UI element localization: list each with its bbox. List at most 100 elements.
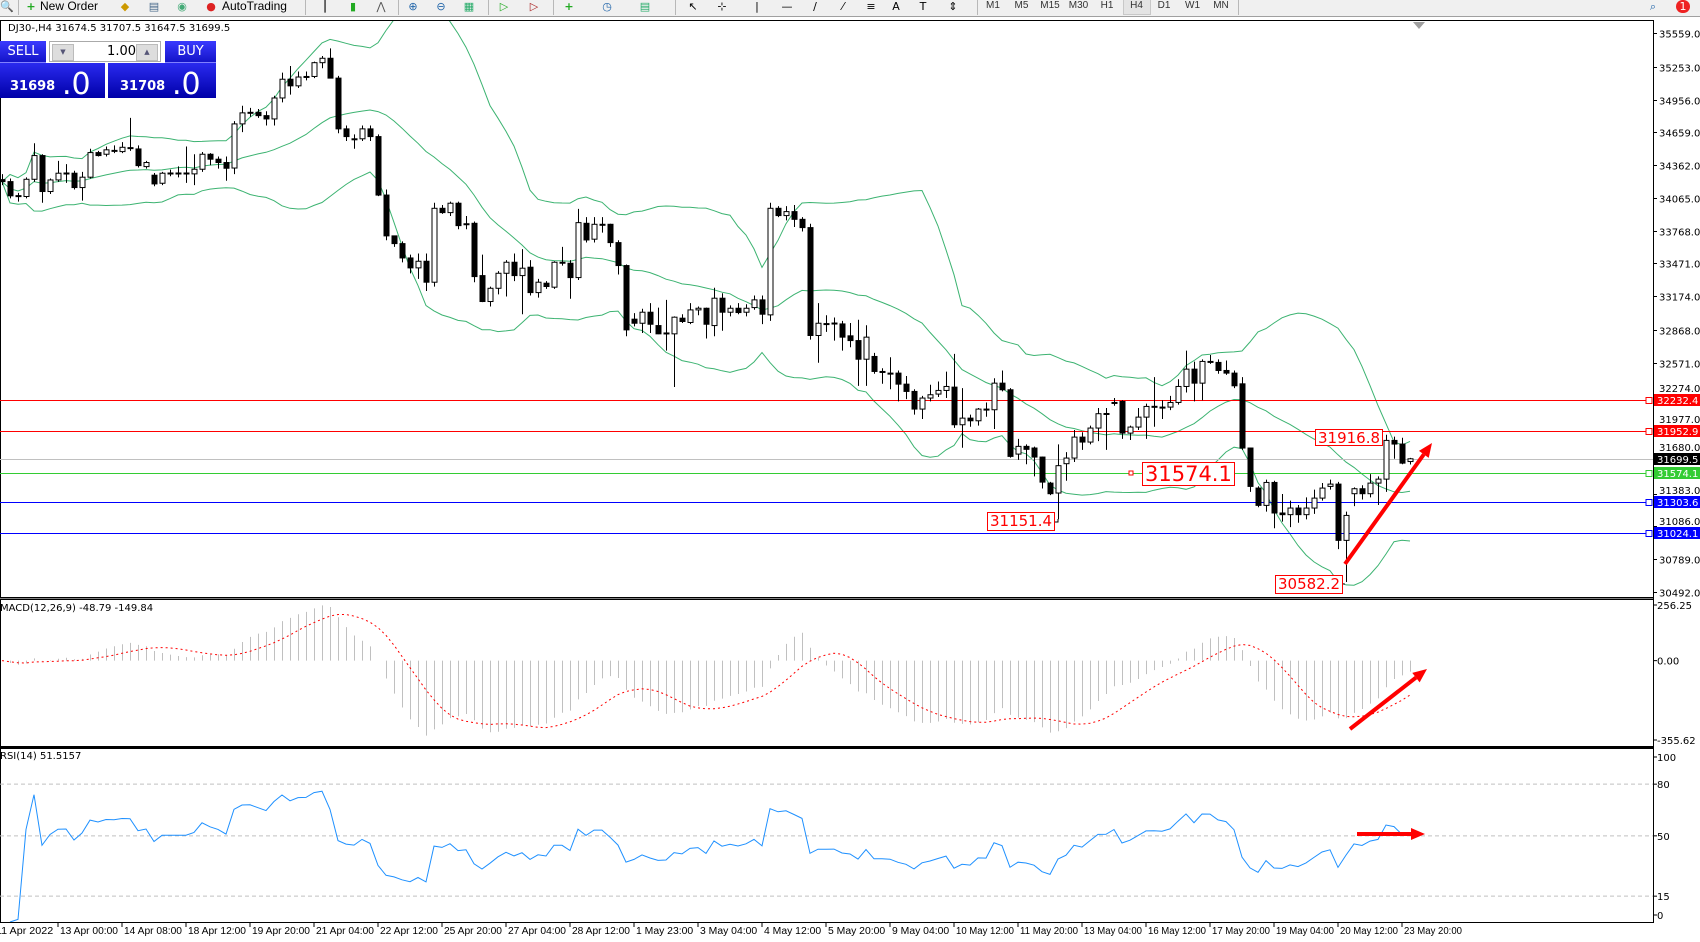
rsi-axis-label: 15 [1657, 892, 1670, 903]
toolbar-separator [675, 0, 676, 15]
candle [151, 172, 158, 187]
new-order-icon[interactable]: + [26, 0, 36, 13]
price-annotation-low[interactable]: 30582.2 [1275, 575, 1344, 594]
equidistant-channel-icon[interactable]: ⁄ [842, 0, 844, 13]
autotrading-button[interactable]: AutoTrading [222, 0, 287, 13]
candle-body-bull [1167, 401, 1174, 408]
candle [127, 117, 134, 151]
buy-price-box[interactable]: 31708 .0 [108, 63, 216, 102]
arrows-icon[interactable]: ⇕ [948, 0, 958, 13]
templates-icon[interactable]: ▤ [639, 0, 651, 13]
candle [863, 325, 870, 386]
autotrading-icon[interactable]: ● [206, 0, 216, 13]
timeframe-w1[interactable]: W1 [1185, 0, 1200, 11]
zoom-out-icon[interactable]: ⊖ [436, 0, 446, 13]
time-axis-label: 28 Apr 12:00 [572, 926, 630, 937]
zoom-in-icon[interactable]: ⊕ [408, 0, 418, 13]
candle-body-bear [391, 235, 398, 245]
time-axis-label: 9 May 04:00 [892, 926, 950, 937]
timeframe-m1[interactable]: M1 [986, 0, 1000, 11]
candle-body-bull [591, 223, 598, 240]
candle [319, 56, 326, 69]
candlestick-chart-icon[interactable]: ▮ [349, 0, 357, 13]
new-order-button[interactable]: New Order [40, 0, 99, 13]
indicators-icon[interactable]: + [564, 0, 574, 13]
time-axis-label: 10 May 12:00 [956, 926, 1014, 937]
lot-decrease-button[interactable]: ▼ [52, 44, 74, 61]
candle [895, 370, 902, 402]
candle [271, 95, 278, 126]
sell-price-box[interactable]: 31698 .0 [0, 63, 105, 102]
candle [871, 352, 878, 374]
price-annotation-high[interactable]: 31916.8 [1315, 429, 1384, 446]
zoom-search-icon[interactable]: 🔍 [0, 0, 14, 13]
candle [1111, 398, 1118, 406]
candle-body-bear [399, 243, 406, 259]
vertical-line-icon[interactable]: | [755, 0, 759, 13]
price-axis-label: 32868.0 [1659, 327, 1700, 338]
periods-clock-icon[interactable]: ◷ [602, 0, 612, 13]
candle-body-bear [39, 155, 46, 193]
candle [87, 148, 94, 179]
crosshair-icon[interactable]: ⊹ [717, 0, 727, 13]
candle [103, 146, 110, 157]
text-icon[interactable]: A [892, 0, 900, 13]
auto-scroll-icon[interactable]: ▷ [499, 0, 509, 13]
candle-body-bull [1055, 465, 1062, 494]
arrow-head-icon [1418, 443, 1432, 458]
sell-button[interactable]: SELL [0, 41, 46, 63]
line-chart-icon[interactable]: ⋀ [376, 0, 386, 13]
candle-body-bear [135, 148, 142, 167]
bar-chart-icon[interactable]: ┃ [321, 0, 329, 13]
candle [1151, 377, 1158, 427]
lot-size-value[interactable]: 1.00 [107, 44, 136, 59]
timeframe-h4[interactable]: H4 [1122, 0, 1151, 15]
price-axis-label: 34956.0 [1659, 97, 1700, 108]
fibonacci-icon[interactable]: ≡ [866, 0, 876, 13]
lot-size-field[interactable]: ▼ 1.00 ▲ [49, 41, 161, 62]
candle [631, 313, 638, 327]
price-axis-label: 35559.0 [1659, 30, 1700, 41]
timeframe-d1[interactable]: D1 [1157, 0, 1171, 11]
candle-body-bull [319, 57, 326, 64]
search-icon[interactable]: ⌕ [1649, 0, 1657, 13]
candle [287, 65, 294, 95]
one-click-trading-panel: SELL ▼ 1.00 ▲ BUY 31698 .0 31708 .0 [0, 41, 216, 102]
candle-body-bull [1159, 406, 1166, 409]
candle-body-bull [55, 172, 62, 181]
timeframe-h1[interactable]: H1 [1100, 0, 1114, 11]
horizontal-line-icon[interactable]: — [781, 0, 793, 13]
text-label-icon[interactable]: T [919, 0, 927, 13]
notification-badge[interactable]: 1 [1676, 0, 1690, 13]
trendline-icon[interactable]: ∕ [813, 0, 817, 13]
timeframe-m15[interactable]: M15 [1040, 0, 1060, 11]
candle-body-bear [735, 307, 742, 314]
candle [1367, 474, 1374, 498]
timeframe-m5[interactable]: M5 [1014, 0, 1029, 11]
metaeditor-icon[interactable]: ◆ [120, 0, 130, 13]
level-price-tag-bg [1654, 467, 1700, 479]
lot-increase-button[interactable]: ▲ [136, 44, 158, 61]
price-annotation-level[interactable]: 31574.1 [1142, 462, 1235, 486]
candle [1287, 500, 1294, 528]
buy-button[interactable]: BUY [165, 41, 216, 63]
market-watch-icon[interactable]: ▤ [148, 0, 160, 13]
candle [7, 178, 14, 199]
signals-icon[interactable]: ◉ [177, 0, 187, 13]
price-annotation-swing-low[interactable]: 31151.4 [987, 512, 1056, 531]
candle [1183, 350, 1190, 393]
chart-shift-icon[interactable]: ▷ [529, 0, 539, 13]
timeframe-mn[interactable]: MN [1213, 0, 1229, 11]
tile-windows-icon[interactable]: ▦ [463, 0, 475, 13]
level-price-tag: 31574.1 [1657, 469, 1698, 480]
timeframe-m30[interactable]: M30 [1068, 0, 1089, 11]
candle-body-bull [271, 97, 278, 120]
cursor-icon[interactable]: ↖ [688, 0, 698, 13]
candle [1271, 480, 1278, 529]
candle-body-bear [423, 260, 430, 283]
candle [1023, 444, 1030, 465]
candle-body-bull [31, 155, 38, 180]
candle [679, 314, 686, 324]
time-axis-label: 20 May 12:00 [1340, 926, 1398, 937]
